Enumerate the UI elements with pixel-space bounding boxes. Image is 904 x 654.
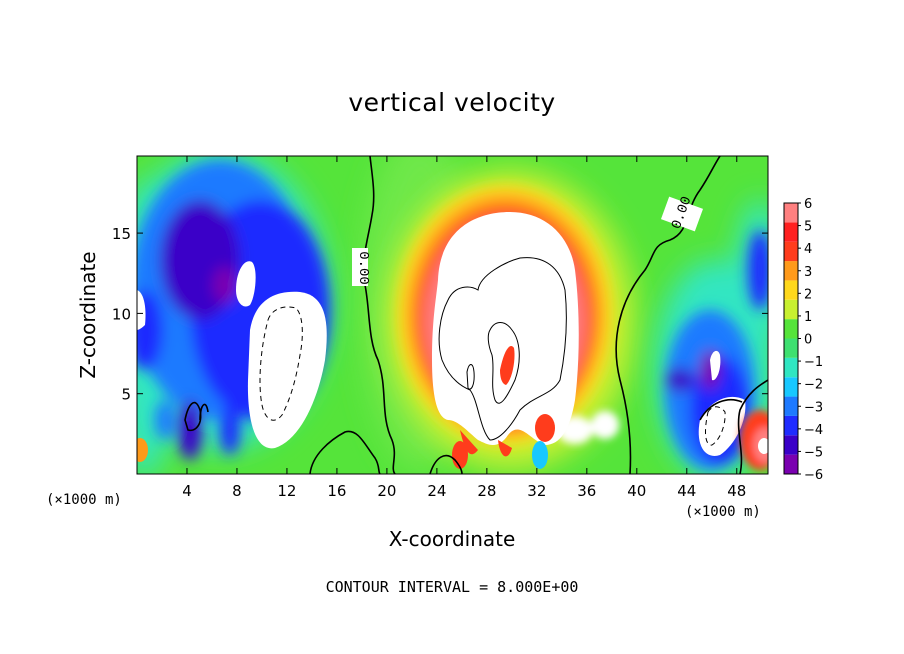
x-tick-label: 8 <box>232 482 242 500</box>
contour-interval-note: CONTOUR INTERVAL = 8.000E+00 <box>325 578 579 596</box>
colorbar-label: 6 <box>804 197 812 212</box>
x-tick-label: 44 <box>677 482 696 500</box>
x-axis: 4 8 12 16 20 24 28 32 36 40 44 48 <box>182 156 746 500</box>
colorbar-swatch <box>784 222 798 242</box>
colorbar-swatch <box>784 280 798 300</box>
y-axis: 5 10 15 <box>112 225 768 404</box>
x-tick-label: 12 <box>277 482 296 500</box>
y-tick-label: 5 <box>121 386 131 404</box>
colorbar: 6 5 4 3 2 1 0 −1 −2 −3 −4 −5 −6 <box>783 197 823 483</box>
colorbar-label: −1 <box>804 355 823 370</box>
colorbar-swatch <box>784 203 798 223</box>
colorbar-label: −3 <box>804 400 823 415</box>
x-tick-label: 36 <box>577 482 596 500</box>
x-axis-label: X-coordinate <box>388 527 516 551</box>
colorbar-swatch <box>784 396 798 416</box>
colorbar-label: −5 <box>804 445 823 460</box>
contour-label-left: 0.00 <box>355 251 371 285</box>
colorbar-label: −6 <box>804 468 823 483</box>
plot-frame <box>136 155 769 475</box>
colorbar-swatch <box>784 338 798 358</box>
chart-title: vertical velocity <box>348 88 556 117</box>
x-unit-left: (×1000 m) <box>46 492 122 508</box>
colorbar-label: −2 <box>804 378 823 393</box>
colorbar-swatch <box>784 415 798 436</box>
colorbar-label: −4 <box>804 423 823 438</box>
colorbar-swatch <box>784 377 798 397</box>
x-tick-label: 40 <box>627 482 646 500</box>
colorbar-label: 5 <box>804 220 812 235</box>
x-tick-label: 48 <box>727 482 746 500</box>
y-tick-label: 10 <box>112 305 131 323</box>
x-tick-label: 16 <box>327 482 346 500</box>
x-tick-label: 20 <box>377 482 396 500</box>
colorbar-swatch <box>784 261 798 281</box>
colorbar-label: 0 <box>804 333 812 348</box>
colorbar-swatch <box>784 435 798 455</box>
y-tick-label: 15 <box>112 225 131 243</box>
x-tick-label: 28 <box>477 482 496 500</box>
colorbar-swatch <box>784 454 798 474</box>
colorbar-swatch <box>784 241 798 262</box>
colorbar-label: 3 <box>804 265 812 280</box>
contour-label-bg <box>352 248 368 286</box>
y-axis-label: Z-coordinate <box>76 251 100 379</box>
x-tick-label: 4 <box>182 482 192 500</box>
velocity-field <box>137 156 768 474</box>
x-tick-label: 24 <box>427 482 446 500</box>
colorbar-swatch <box>784 319 798 339</box>
colorbar-label: 4 <box>804 242 812 257</box>
x-unit-right: (×1000 m) <box>685 504 761 520</box>
colorbar-swatch <box>784 357 798 378</box>
x-tick-label: 32 <box>527 482 546 500</box>
colorbar-label: 1 <box>804 310 812 325</box>
contour-label-bg <box>660 196 704 232</box>
colorbar-swatch <box>784 299 798 320</box>
colorbar-label: 2 <box>804 287 812 302</box>
